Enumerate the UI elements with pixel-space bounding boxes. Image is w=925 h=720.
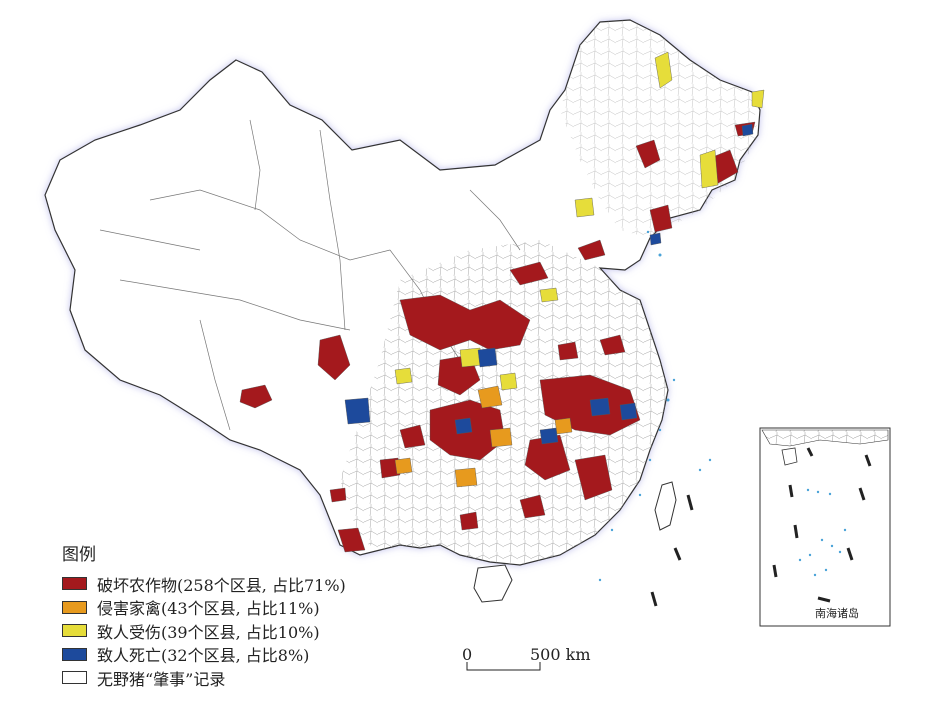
inset-label: 南海诸岛 [815,607,859,620]
legend-item: 致人受伤(39个区县, 占比10%) [62,619,422,643]
legend-label: 无野猪“肇事”记录 [97,669,226,689]
legend-label: 侵害家禽(43个区县, 占比11%) [97,599,320,619]
scale-start-label: 0 [462,645,473,664]
legend-title: 图例 [62,545,96,565]
legend-swatch-crop [62,577,87,591]
legend-label: 破坏农作物(258个区县, 占比71%) [97,575,346,595]
legend-swatch-poultry [62,600,87,614]
province-borders [99,119,521,431]
poultry-damage-regions [394,385,573,488]
legend-item: 破坏农作物(258个区县, 占比71%) [62,572,422,596]
hainan-island [473,564,513,603]
legend-swatch-none [62,671,87,685]
death-regions [344,123,754,445]
taiwan-island [654,481,677,531]
legend-label: 致人死亡(32个区县, 占比8%) [97,646,310,666]
legend: 图例 破坏农作物(258个区县, 占比71%) 侵害家禽(43个区县, 占比11… [62,544,422,690]
legend-swatch-injury [62,624,87,638]
injury-regions [394,51,765,391]
legend-item: 无野猪“肇事”记录 [62,666,422,690]
legend-item: 侵害家禽(43个区县, 占比11%) [62,596,422,620]
legend-swatch-death [62,647,87,661]
scale-bar [466,662,541,671]
scale-end-label: 500 km [530,645,591,664]
dash-segments [650,494,694,607]
legend-item: 致人死亡(32个区县, 占比8%) [62,643,422,667]
legend-label: 致人受伤(39个区县, 占比10%) [97,622,320,642]
inset-south-china-sea [759,427,891,627]
